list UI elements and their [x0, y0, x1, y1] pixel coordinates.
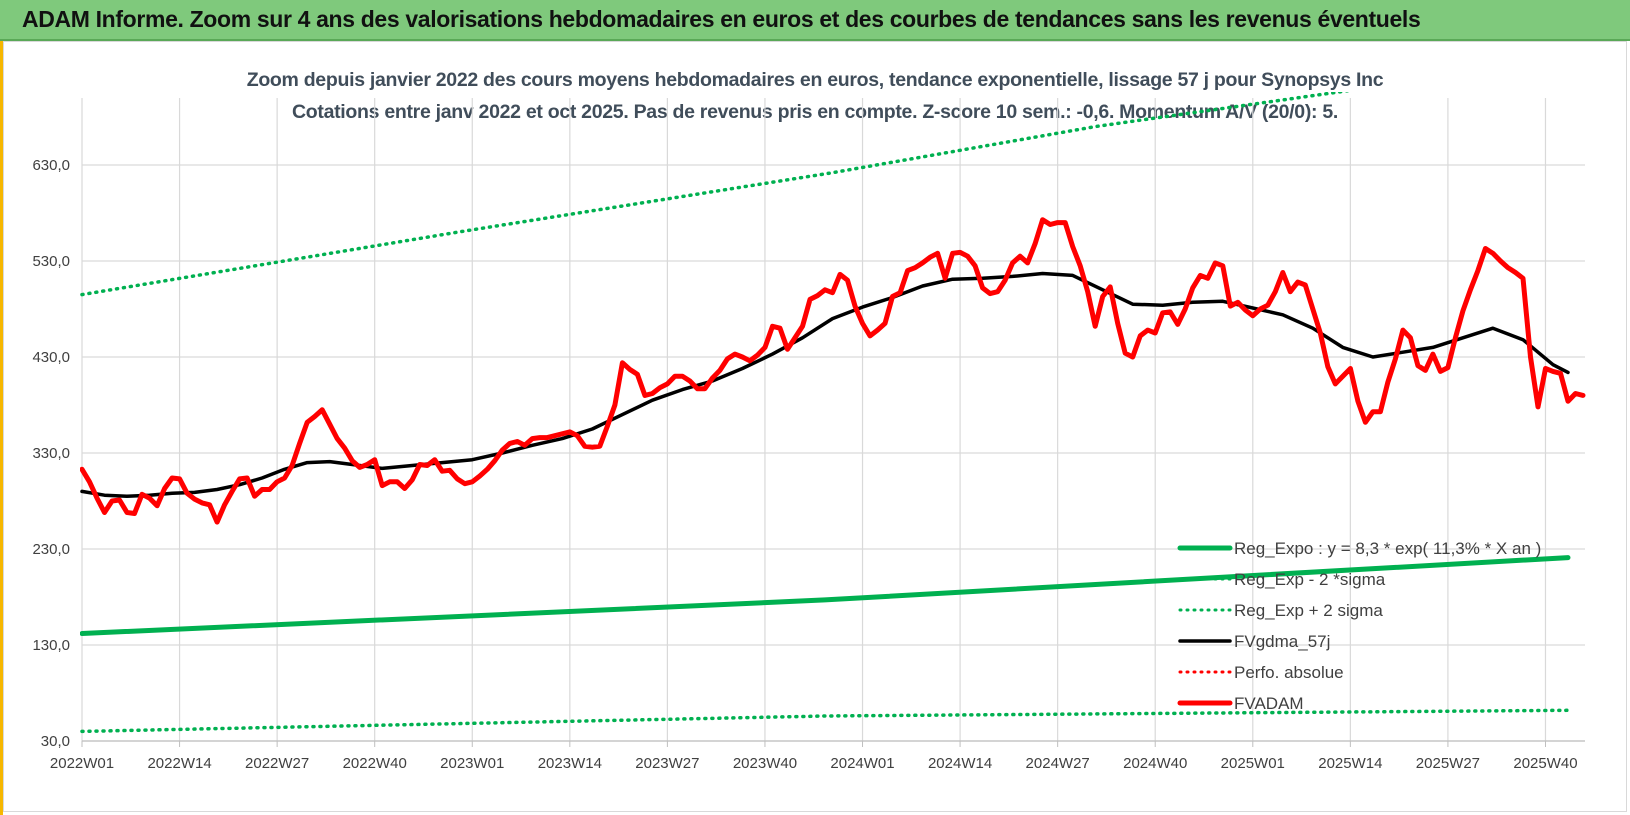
page-title: ADAM Informe. Zoom sur 4 ans des valoris…	[22, 6, 1421, 32]
chart-frame	[3, 41, 1627, 812]
x-tick-label: 2023W27	[635, 755, 699, 772]
x-tick-label: 2025W14	[1318, 755, 1382, 772]
x-tick-label: 2024W14	[928, 755, 992, 772]
legend: Reg_Expo : y = 8,3 * exp( 11,3% * X an )…	[1177, 539, 1541, 713]
series-line-fvgdma-57j	[80, 271, 1570, 498]
x-tick-label: 2022W01	[50, 755, 114, 772]
x-tick-label: 2023W01	[440, 755, 504, 772]
chart-subtitle: Cotations entre janv 2022 et oct 2025. P…	[292, 101, 1338, 123]
x-tick-label: 2024W01	[830, 755, 894, 772]
legend-label-perfo: Perfo. absolue	[1234, 663, 1344, 682]
x-tick-label: 2024W27	[1026, 755, 1090, 772]
x-tick-label: 2024W40	[1123, 755, 1187, 772]
legend-label-reg_expo: Reg_Expo : y = 8,3 * exp( 11,3% * X an )	[1234, 539, 1541, 558]
x-tick-label: 2023W40	[733, 755, 797, 772]
y-tick-label: 330,0	[32, 445, 70, 462]
y-tick-label: 530,0	[32, 253, 70, 270]
y-tick-label: 30,0	[41, 733, 70, 750]
x-tick-label: 2022W27	[245, 755, 309, 772]
x-tick-label: 2025W01	[1221, 755, 1285, 772]
left-accent-bar	[0, 41, 3, 815]
x-tick-label: 2022W40	[343, 755, 407, 772]
series-line-fvadam	[80, 217, 1586, 525]
legend-label-fvgdma: FVgdma_57j	[1234, 632, 1330, 651]
x-tick-label: 2025W40	[1513, 755, 1577, 772]
y-tick-label: 630,0	[32, 157, 70, 174]
series-line-reg-exp-2-sigma	[80, 92, 1352, 297]
header-bar: ADAM Informe. Zoom sur 4 ans des valoris…	[0, 0, 1630, 41]
y-tick-label: 430,0	[32, 349, 70, 366]
series-line-reg-expo	[80, 555, 1571, 636]
legend-label-reg_plus: Reg_Exp + 2 sigma	[1234, 601, 1383, 620]
grid-lines	[81, 98, 1585, 742]
series-lines	[80, 92, 1586, 734]
y-tick-label: 230,0	[32, 541, 70, 558]
legend-label-reg_minus: Reg_Exp - 2 *sigma	[1234, 570, 1386, 589]
y-axis: 30,0 130,0 230,0 330,0 430,0 530,0 630,0	[32, 157, 70, 750]
x-axis: 2022W01 2022W14 2022W27 2022W40 2023W01 2023W…	[50, 740, 1585, 772]
y-tick-label: 130,0	[32, 637, 70, 654]
x-tick-label: 2025W27	[1416, 755, 1480, 772]
x-tick-label: 2022W14	[147, 755, 211, 772]
chart-title: Zoom depuis janvier 2022 des cours moyen…	[247, 69, 1384, 91]
legend-label-fvadam: FVADAM	[1234, 694, 1304, 713]
series-line-reg-exp-2-sigma	[80, 708, 1570, 734]
x-tick-label: 2023W14	[538, 755, 602, 772]
